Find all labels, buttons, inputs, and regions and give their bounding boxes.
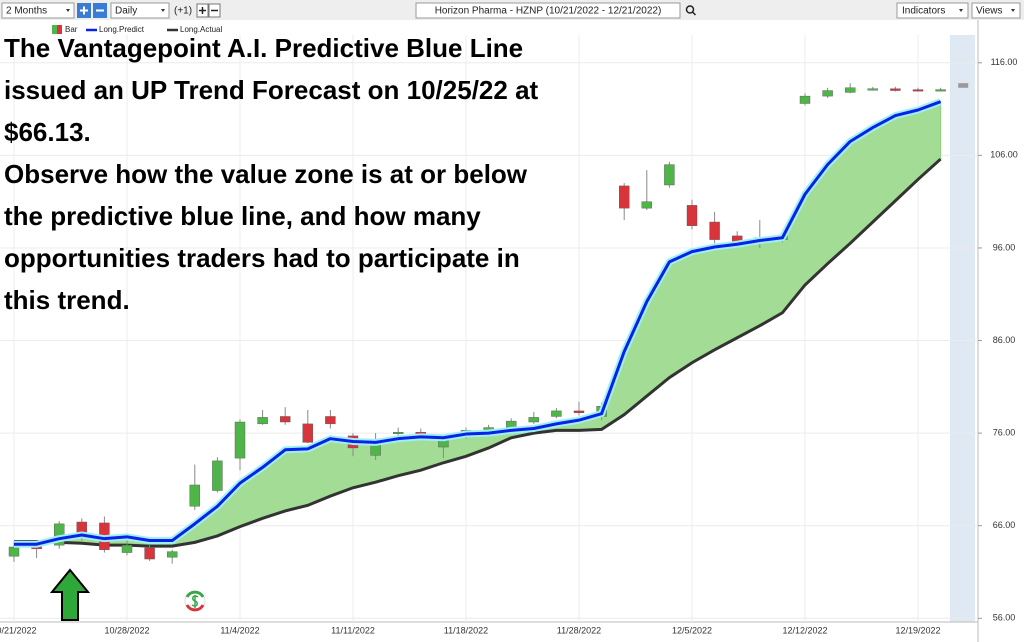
indicators-text: Indicators xyxy=(902,6,945,17)
future-zone xyxy=(950,35,975,622)
candle-body xyxy=(822,90,833,97)
candle-body xyxy=(302,423,313,443)
candle-body xyxy=(799,95,811,104)
candle-body xyxy=(212,460,223,491)
annotation-line: issued an UP Trend Forecast on 10/25/22 … xyxy=(4,75,539,105)
y-tick-label: 66.00 xyxy=(993,520,1016,530)
x-tick-label: 11/28/2022 xyxy=(557,625,601,635)
range-text: 2 Months xyxy=(6,6,47,17)
candle-body xyxy=(573,410,585,413)
x-tick-label: 10/28/2022 xyxy=(104,625,149,635)
candle-body xyxy=(686,205,698,226)
annotation-line: The Vantagepoint A.I. Predictive Blue Li… xyxy=(4,33,523,63)
candle-body xyxy=(234,421,246,459)
up-arrow-icon xyxy=(49,568,91,621)
x-tick-label: 11/18/2022 xyxy=(444,625,488,635)
plot-area xyxy=(0,20,978,622)
annotation-line: this trend. xyxy=(4,285,130,315)
candle-body xyxy=(325,416,336,425)
marks xyxy=(8,83,969,564)
dropdown-arrow xyxy=(66,9,70,12)
search-icon-handle xyxy=(691,11,697,16)
views-select[interactable] xyxy=(971,2,1021,19)
offset-text: (+1) xyxy=(174,6,192,17)
candle-body xyxy=(912,89,924,92)
candle-body xyxy=(528,417,539,423)
symbol-box[interactable] xyxy=(415,2,681,19)
forecast-box xyxy=(958,83,969,88)
legend-swatch xyxy=(57,25,62,34)
x-tick-label: 12/12/2022 xyxy=(782,625,827,635)
actual-line xyxy=(14,157,942,548)
y-tick-label: 56.00 xyxy=(993,613,1016,623)
plus-icon xyxy=(80,6,88,15)
indicators-select[interactable] xyxy=(896,2,969,19)
x-tick-label: 10/21/2022 xyxy=(0,625,37,635)
candle-body xyxy=(890,88,901,91)
x-tick-label: 11/11/2022 xyxy=(331,625,375,635)
x-tick-label: 12/5/2022 xyxy=(672,625,712,635)
candle-body xyxy=(257,417,268,425)
symbol-title: Horizon Pharma - HZNP (10/21/2022 - 12/2… xyxy=(435,6,662,17)
signal-icon-symbol xyxy=(191,595,199,608)
candle-body xyxy=(867,88,878,91)
candle-body xyxy=(189,484,201,507)
dropdown-arrow xyxy=(959,9,963,12)
candle-body xyxy=(8,546,20,557)
annotation: The Vantagepoint A.I. Predictive Blue Li… xyxy=(4,33,539,315)
candle-body xyxy=(280,416,291,423)
y-tick-label: 76.00 xyxy=(993,427,1016,437)
y-tick-label: 86.00 xyxy=(993,335,1016,345)
candle-body xyxy=(144,547,155,560)
annotation-line: opportunities traders had to participate… xyxy=(4,243,520,273)
x-tick-label: 11/4/2022 xyxy=(220,625,259,635)
signal-icon-arc xyxy=(185,604,205,612)
signal-icon-arc xyxy=(185,590,205,598)
candle-body xyxy=(935,89,946,92)
legend-swatch xyxy=(52,25,57,34)
candle-body xyxy=(619,185,630,209)
y-tick-label: 96.00 xyxy=(993,242,1016,252)
candle-body xyxy=(166,551,178,558)
interval-text: Daily xyxy=(115,6,137,17)
dropdown-arrow xyxy=(161,9,165,12)
candle-body xyxy=(641,201,652,209)
interval-select[interactable] xyxy=(110,2,170,19)
candle-body xyxy=(845,87,856,93)
plus-icon xyxy=(199,7,206,14)
y-tick-label: 116.00 xyxy=(991,57,1018,67)
candle-body xyxy=(438,440,449,448)
predict-line xyxy=(14,100,942,546)
candle-body xyxy=(709,221,720,240)
views-text: Views xyxy=(976,6,1003,17)
candle-body xyxy=(664,164,675,186)
candle-body xyxy=(393,431,404,434)
candle-body xyxy=(551,410,562,417)
legend-label: Long.Predict xyxy=(99,25,145,34)
range-select[interactable] xyxy=(1,2,75,19)
annotation-line: Observe how the value zone is at or belo… xyxy=(4,159,528,189)
legend-label: Bar xyxy=(65,25,78,34)
grid xyxy=(0,35,978,622)
legend-label: Long.Actual xyxy=(180,25,222,34)
annotation-line: the predictive blue line, and how many xyxy=(4,201,481,231)
annotation-line: $66.13. xyxy=(4,117,91,147)
y-tick-label: 106.00 xyxy=(990,150,1018,160)
search-icon[interactable] xyxy=(685,5,695,14)
x-tick-label: 12/19/2022 xyxy=(895,625,940,635)
candle-body xyxy=(76,521,88,534)
candle-body xyxy=(121,544,133,553)
dropdown-arrow xyxy=(1011,9,1015,12)
